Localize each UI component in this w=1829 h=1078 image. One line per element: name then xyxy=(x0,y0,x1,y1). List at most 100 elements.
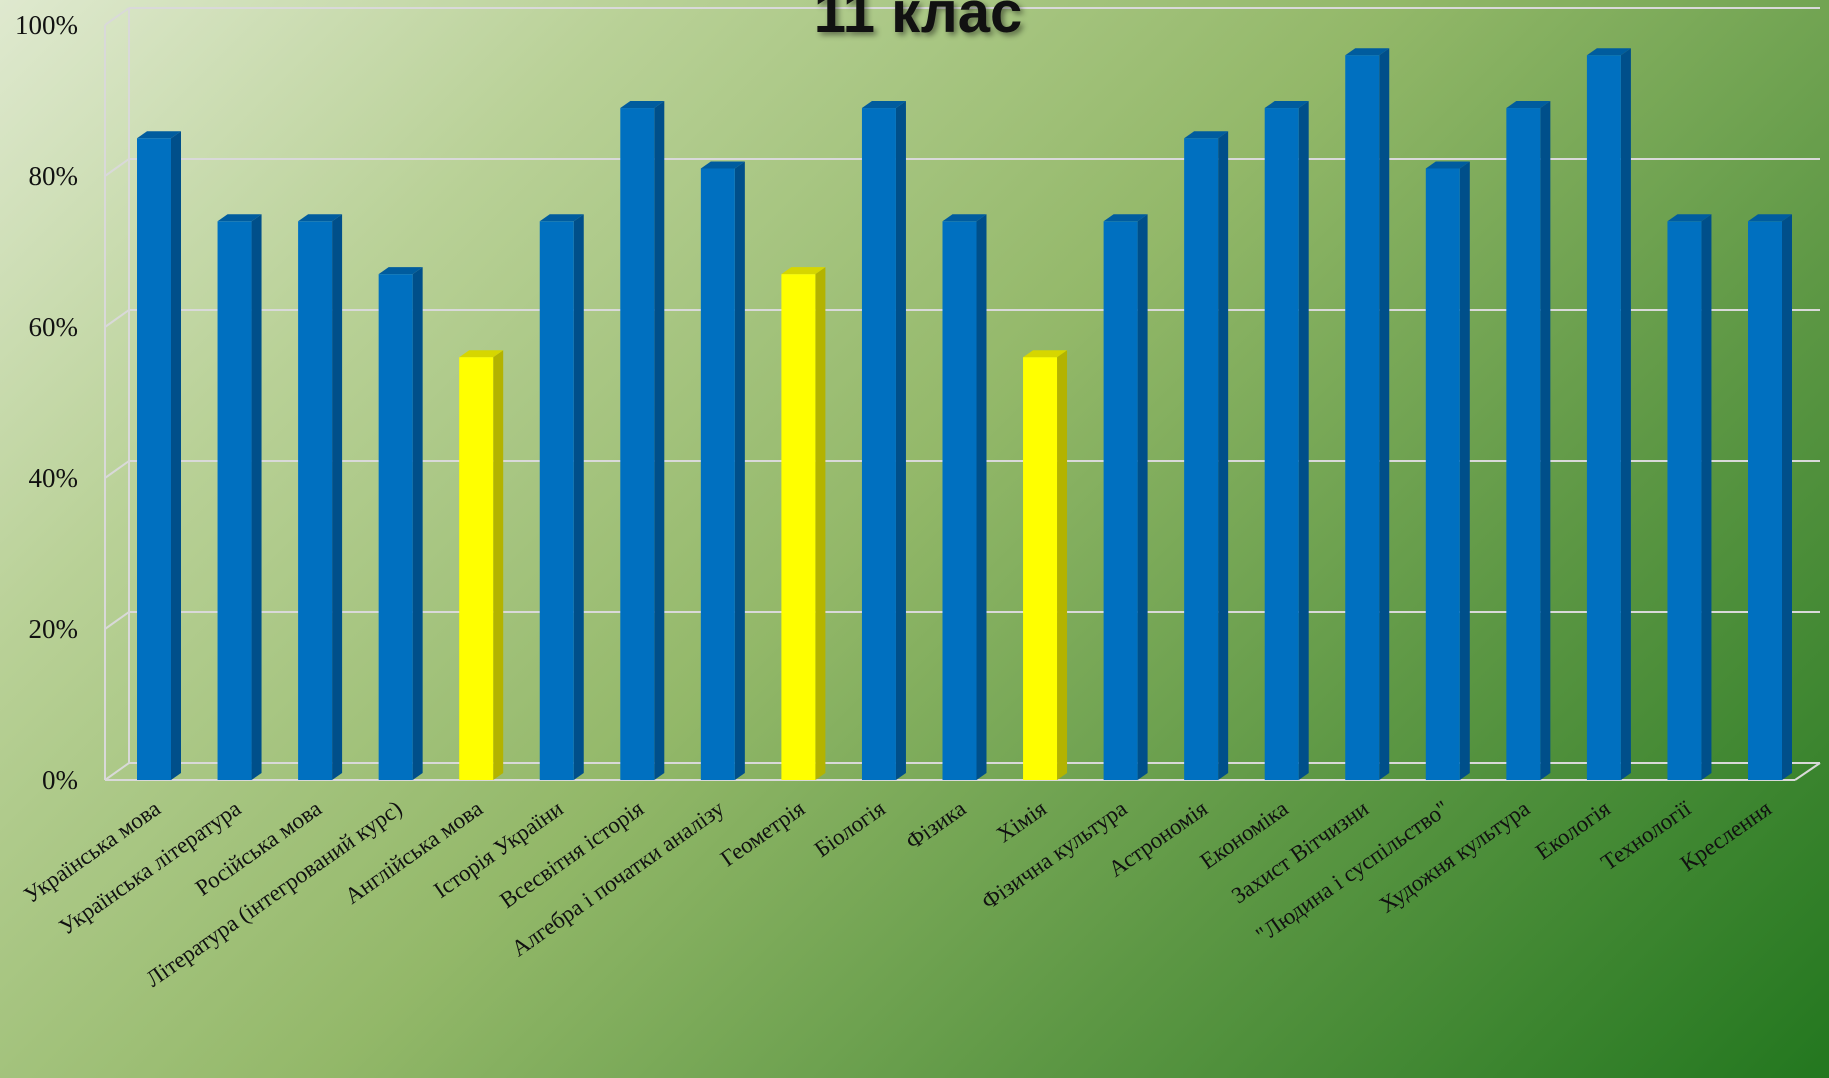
bar-side xyxy=(1057,350,1068,780)
bar-side xyxy=(251,214,262,781)
bar-side xyxy=(815,267,826,780)
bar-top xyxy=(1425,161,1470,169)
bar-front xyxy=(137,138,171,780)
x-category-label: Англійська мова xyxy=(340,796,487,909)
bar xyxy=(217,214,262,781)
bar-top xyxy=(1506,101,1551,109)
bar-front xyxy=(1748,221,1782,781)
bar xyxy=(137,131,181,780)
bar-top xyxy=(1184,131,1229,139)
x-category-label: Українська мова xyxy=(19,796,165,908)
bar xyxy=(861,101,906,781)
bar-side xyxy=(654,101,665,781)
bar-front xyxy=(1264,108,1299,781)
bar-top xyxy=(1023,350,1068,358)
bar xyxy=(781,267,826,780)
bar-top xyxy=(137,131,181,139)
side-gridline xyxy=(104,309,130,328)
bar-front xyxy=(861,108,896,781)
bar xyxy=(1264,101,1309,781)
bar xyxy=(1103,214,1148,781)
bar xyxy=(1586,48,1631,780)
bar-front xyxy=(620,108,655,781)
bar xyxy=(1425,161,1470,780)
bar xyxy=(539,214,584,781)
bar-top xyxy=(1264,101,1309,109)
y-tick-label: 100% xyxy=(15,10,78,40)
bar-side xyxy=(1540,101,1551,781)
y-tick-label: 40% xyxy=(29,463,79,493)
bar-front xyxy=(539,221,574,781)
bar-side xyxy=(1298,101,1309,781)
bar-front xyxy=(459,357,494,780)
bar-top xyxy=(1748,214,1792,222)
y-tick-label: 60% xyxy=(29,312,79,342)
x-category-label: Захист Вітчизни xyxy=(1227,796,1373,909)
bar xyxy=(1667,214,1712,781)
bar-top xyxy=(1345,48,1390,56)
bar-front xyxy=(781,274,816,780)
bar-front xyxy=(1425,168,1460,780)
side-gridline xyxy=(104,7,130,26)
bar-side xyxy=(332,214,343,781)
x-category-label: Біологія xyxy=(810,795,890,862)
bar-side xyxy=(493,350,504,780)
bar-front xyxy=(942,221,977,781)
side-gridline xyxy=(104,460,130,479)
bar-front xyxy=(298,221,333,781)
bar-top xyxy=(1586,48,1631,56)
bar-top xyxy=(217,214,262,222)
x-category-label: Художня культура xyxy=(1375,796,1534,918)
bar xyxy=(1345,48,1390,780)
bar-side xyxy=(1701,214,1712,781)
bar-top xyxy=(1667,214,1712,222)
bar-top xyxy=(942,214,987,222)
bar-front xyxy=(1345,55,1380,780)
x-category-label: Креслення xyxy=(1676,795,1776,876)
side-gridline xyxy=(104,611,130,630)
bar xyxy=(1748,214,1792,781)
y-tick-label: 20% xyxy=(29,614,79,644)
bar xyxy=(1023,350,1068,780)
bar xyxy=(1506,101,1551,781)
bar-top xyxy=(298,214,343,222)
bar-side xyxy=(1782,214,1792,781)
bar-front xyxy=(1184,138,1219,780)
bar-side xyxy=(734,161,745,780)
x-category-label: Геометрія xyxy=(716,795,810,871)
bar-front xyxy=(1023,357,1058,780)
bar-side xyxy=(171,131,181,780)
bar-side xyxy=(1379,48,1390,780)
bar xyxy=(298,214,343,781)
bar xyxy=(942,214,987,781)
bar-front xyxy=(378,274,413,780)
x-category-label: Фізична культура xyxy=(977,796,1132,915)
bar-top xyxy=(861,101,906,109)
bar-side xyxy=(895,101,906,781)
bar-front xyxy=(1506,108,1541,781)
bar-top xyxy=(539,214,584,222)
bar-side xyxy=(412,267,423,780)
bar-front xyxy=(700,168,735,780)
bars-layer xyxy=(137,48,1792,781)
bar-top xyxy=(781,267,826,275)
floor-right-edge xyxy=(1794,762,1821,781)
x-category-label: Фізика xyxy=(901,796,970,855)
bar-front xyxy=(1103,221,1138,781)
side-gridline xyxy=(104,762,130,781)
bar-side xyxy=(976,214,987,781)
side-gridline xyxy=(104,158,130,177)
y-tick-label: 0% xyxy=(42,765,78,795)
bar-top xyxy=(700,161,745,169)
bar xyxy=(700,161,745,780)
bar-side xyxy=(1137,214,1148,781)
chart-title: 11 клас xyxy=(814,0,1023,45)
bar-front xyxy=(1667,221,1702,781)
bar xyxy=(620,101,665,781)
bar-side xyxy=(1620,48,1631,780)
y-axis-ticks: 0% 20% 40% 60% 80% 100% xyxy=(15,10,78,795)
y-tick-label: 80% xyxy=(29,161,79,191)
x-category-label: Хімія xyxy=(992,795,1051,847)
